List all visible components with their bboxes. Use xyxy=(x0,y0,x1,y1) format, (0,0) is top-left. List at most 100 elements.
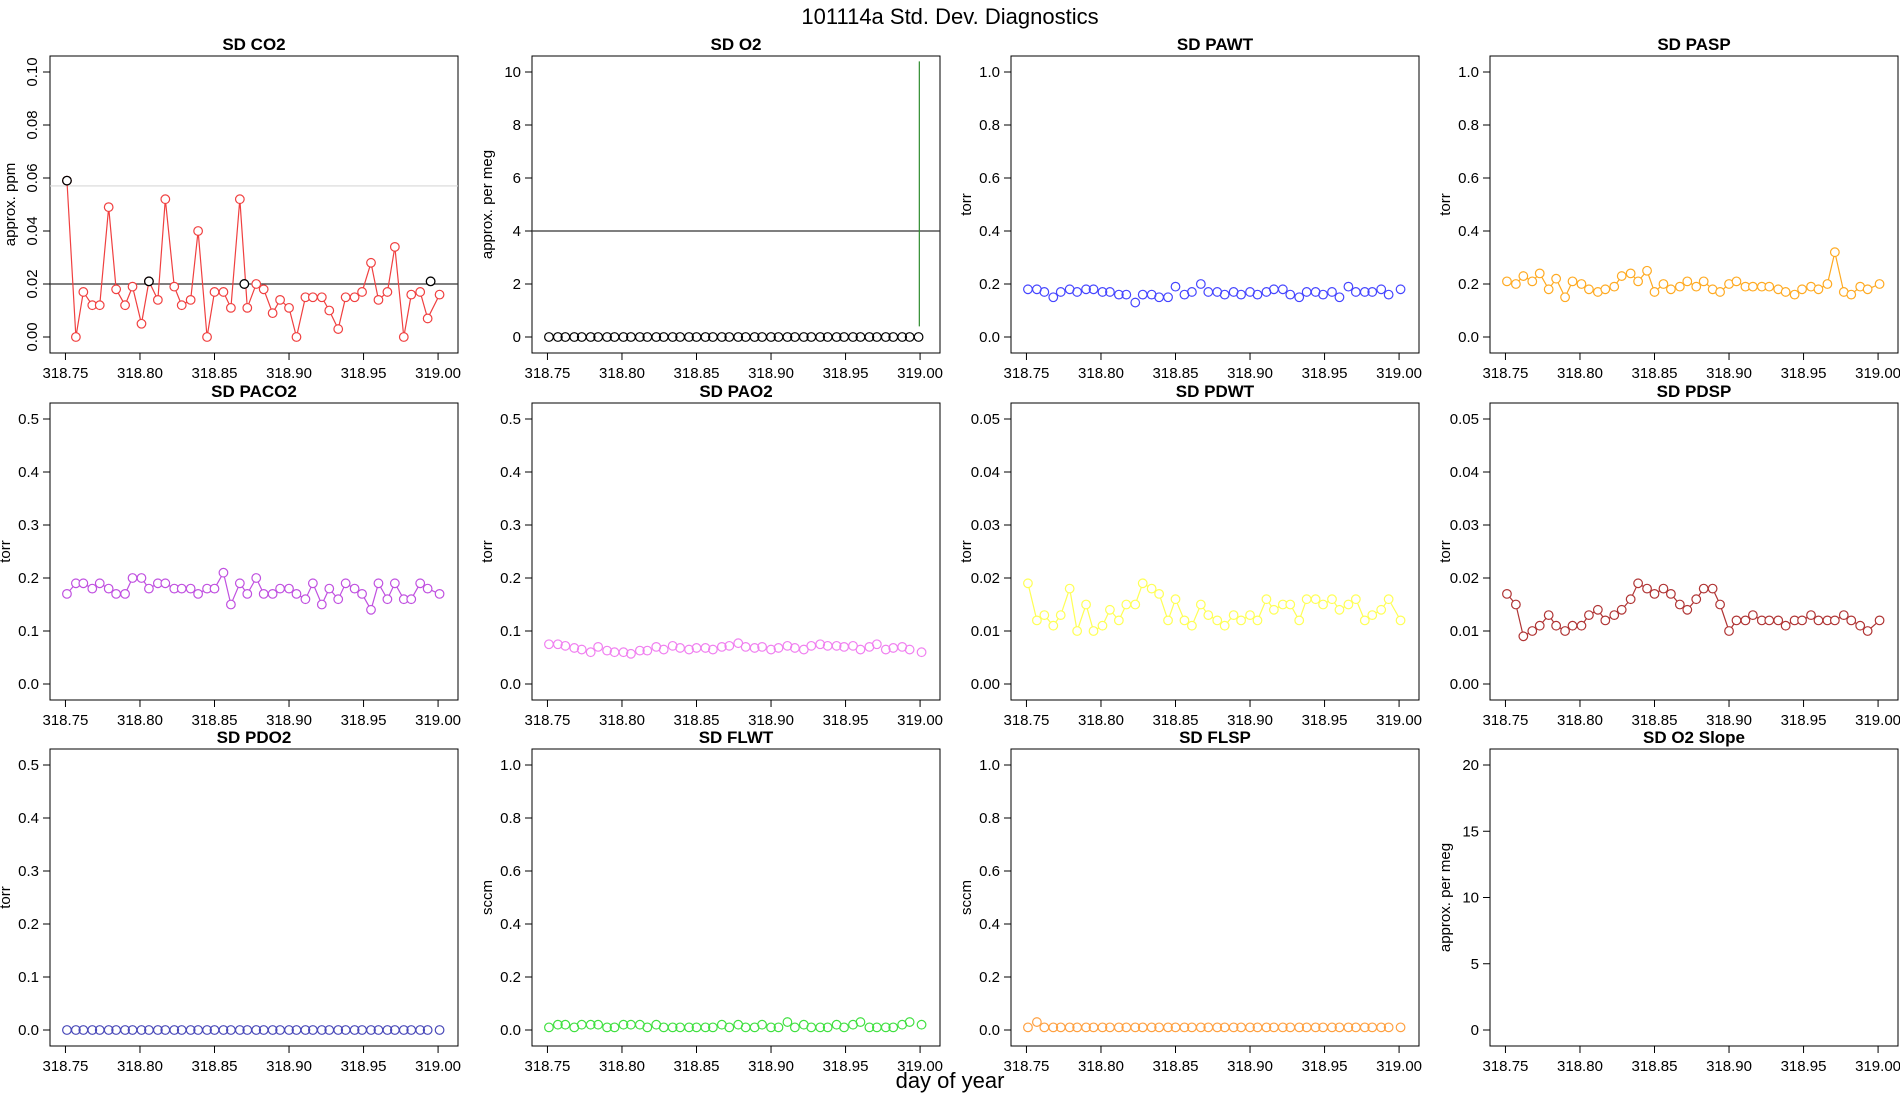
data-point xyxy=(62,1025,72,1035)
data-point xyxy=(913,332,924,342)
data-point xyxy=(757,642,767,652)
data-point xyxy=(1874,279,1885,289)
data-point xyxy=(871,639,882,650)
data-point xyxy=(415,578,426,589)
data-point xyxy=(1383,594,1394,605)
data-point xyxy=(1146,1022,1157,1033)
data-point xyxy=(839,1022,849,1033)
data-point xyxy=(415,287,426,297)
y-tick-label: 0 xyxy=(513,329,521,346)
data-point xyxy=(1327,1022,1337,1033)
panel-title: SD CO2 xyxy=(222,35,285,54)
data-point xyxy=(78,578,89,589)
data-point xyxy=(202,1025,212,1035)
data-point xyxy=(94,300,105,311)
data-point xyxy=(1055,610,1066,620)
x-tick-label: 318.85 xyxy=(192,712,238,729)
x-tick-label: 319.00 xyxy=(897,1058,943,1075)
data-point xyxy=(618,647,629,658)
data-point xyxy=(300,594,311,605)
data-point xyxy=(218,567,229,578)
y-tick-label: 0.2 xyxy=(500,570,521,587)
y-tick-label: 0.5 xyxy=(500,411,521,428)
y-tick-label: 0.04 xyxy=(1450,464,1479,481)
data-point xyxy=(658,644,669,655)
panel-sd-flsp: SD FLSP 318.75 318.80 318.85 318.90 318.95 319… xyxy=(958,728,1422,1075)
data-point xyxy=(1600,615,1611,626)
data-point xyxy=(1163,615,1173,626)
data-point xyxy=(740,642,751,652)
x-tick-label: 318.95 xyxy=(823,365,869,382)
data-point xyxy=(1334,604,1345,615)
data-point xyxy=(1097,620,1108,631)
data-point xyxy=(1055,287,1066,297)
x-tick-label: 318.95 xyxy=(341,365,387,382)
data-point xyxy=(144,583,154,594)
data-point xyxy=(1665,589,1676,599)
data-point xyxy=(1285,289,1296,300)
plot-frame xyxy=(1010,402,1420,701)
data-point xyxy=(1862,284,1873,295)
data-point xyxy=(773,1022,784,1033)
data-point xyxy=(1682,276,1693,287)
data-point xyxy=(1649,287,1660,297)
data-point xyxy=(103,202,114,213)
data-point xyxy=(1031,1017,1042,1027)
data-point xyxy=(1195,599,1206,610)
y-tick-label: 0.0 xyxy=(500,1022,521,1039)
y-axis-label: approx. per meg xyxy=(1437,843,1454,952)
y-tick-label: 0.4 xyxy=(18,464,39,481)
y-tick-label: 0.2 xyxy=(1458,276,1479,293)
data-point xyxy=(560,1019,571,1030)
data-point xyxy=(700,643,711,653)
y-tick-label: 0.0 xyxy=(979,329,1000,346)
y-axis-label: torr xyxy=(1437,540,1454,563)
data-point xyxy=(316,292,327,303)
data-point xyxy=(152,1025,163,1035)
data-point xyxy=(136,318,147,329)
x-tick-label: 318.95 xyxy=(341,1058,387,1075)
x-tick-label: 318.90 xyxy=(1706,365,1752,382)
data-point xyxy=(1797,284,1807,295)
panel-title: SD FLSP xyxy=(1179,728,1251,747)
data-point xyxy=(275,295,285,305)
data-point xyxy=(1698,583,1709,594)
data-point xyxy=(888,1022,899,1033)
y-tick-label: 0.5 xyxy=(18,757,39,774)
data-point xyxy=(634,332,645,342)
data-point xyxy=(1113,615,1124,626)
data-point xyxy=(815,332,826,342)
y-tick-label: 0.6 xyxy=(500,863,521,880)
data-point xyxy=(307,578,318,589)
data-point xyxy=(1088,284,1099,295)
x-tick-label: 319.00 xyxy=(415,365,461,382)
y-tick-label: 1.0 xyxy=(1458,64,1479,81)
data-point xyxy=(1383,289,1394,300)
y-tick-label: 0.4 xyxy=(979,916,1000,933)
y-axis-label: torr xyxy=(958,193,975,216)
data-point xyxy=(1072,626,1083,636)
data-point xyxy=(1343,599,1354,610)
data-point xyxy=(70,1025,81,1035)
y-axis-label: torr xyxy=(479,540,496,563)
data-point xyxy=(434,1025,445,1035)
y-axis-label: torr xyxy=(0,540,14,563)
data-point xyxy=(1367,610,1378,620)
data-point xyxy=(864,332,875,342)
highlight-point xyxy=(425,276,436,287)
data-point xyxy=(733,332,744,342)
plot-frame xyxy=(49,402,459,701)
data-point xyxy=(1534,268,1545,279)
y-tick-label: 8 xyxy=(513,117,521,134)
figure-title: 101114a Std. Dev. Diagnostics xyxy=(801,4,1099,29)
data-point xyxy=(267,1025,278,1035)
y-tick-label: 0.2 xyxy=(18,916,39,933)
data-point xyxy=(1113,1022,1124,1033)
data-point xyxy=(1359,615,1370,626)
data-point xyxy=(651,332,662,342)
data-point xyxy=(667,332,678,342)
data-point xyxy=(1113,289,1124,300)
x-tick-label: 318.90 xyxy=(1227,712,1273,729)
data-point xyxy=(1359,1022,1370,1033)
data-point xyxy=(366,1025,376,1035)
